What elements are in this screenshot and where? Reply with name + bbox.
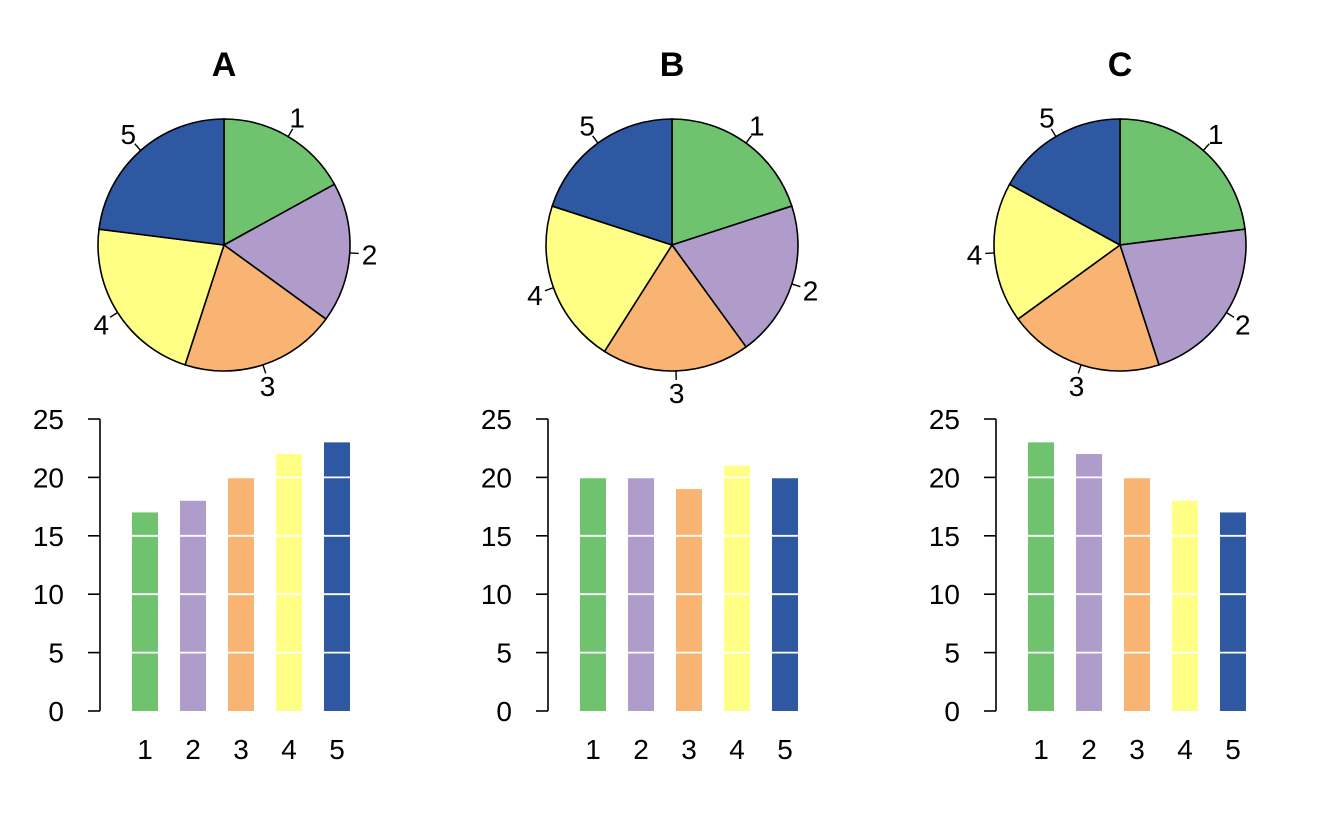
pie-slice-label: 4 (527, 280, 543, 311)
pie-slice-label: 4 (967, 239, 983, 270)
pie-label-tick (287, 128, 294, 137)
pie-slice-5 (98, 118, 225, 246)
y-tick-label: 25 (929, 404, 960, 435)
pie-slice-label: 1 (1208, 119, 1224, 150)
pie-title: A (212, 46, 237, 84)
y-tick-label: 15 (929, 521, 960, 552)
x-category-label: 5 (329, 734, 345, 765)
x-category-label: 1 (1033, 734, 1049, 765)
x-category-label: 1 (137, 734, 153, 765)
x-category-label: 3 (1129, 734, 1145, 765)
pie-chart-a: A 1 2 3 4 5 (93, 46, 377, 402)
pie-title: B (660, 46, 685, 84)
y-tick-label: 25 (481, 404, 512, 435)
bar-2 (1076, 454, 1102, 711)
y-tick-label: 5 (944, 638, 960, 669)
pie-slice-3 (603, 243, 748, 372)
x-category-label: 4 (1177, 734, 1193, 765)
x-category-label: 1 (585, 734, 601, 765)
x-category-label: 2 (1081, 734, 1097, 765)
bar-1 (1028, 442, 1054, 711)
pie-label-tick (745, 135, 752, 144)
y-tick-label: 5 (48, 638, 64, 669)
bar-5 (1220, 512, 1246, 711)
pie-label-tick (349, 252, 359, 255)
x-category-label: 4 (729, 734, 745, 765)
pie-slice-label: 3 (1069, 371, 1085, 402)
pie-label-tick (134, 143, 142, 151)
pie-slice-label: 5 (121, 119, 137, 150)
pie-label-tick (791, 283, 801, 288)
bar-4 (724, 465, 750, 711)
pie-slice-5 (1008, 118, 1121, 247)
bar-4 (276, 454, 302, 711)
pie-slice-label: 5 (1039, 103, 1055, 134)
pie-slice-label: 4 (93, 309, 109, 340)
bar-5 (324, 442, 350, 711)
pie-label-tick (1202, 143, 1210, 151)
pie-slice-label: 3 (669, 378, 685, 409)
bar-2 (180, 500, 206, 711)
y-tick-label: 0 (48, 696, 64, 727)
y-tick-label: 5 (496, 638, 512, 669)
y-tick-label: 0 (944, 696, 960, 727)
y-tick-label: 25 (33, 404, 64, 435)
y-tick-label: 20 (33, 462, 64, 493)
y-tick-label: 10 (929, 579, 960, 610)
pie-slice-2 (670, 205, 799, 349)
pie-label-tick (1050, 128, 1057, 137)
x-category-label: 5 (1225, 734, 1241, 765)
y-tick-label: 15 (33, 521, 64, 552)
y-tick-label: 15 (481, 521, 512, 552)
bar-4 (1172, 500, 1198, 711)
bar-3 (676, 489, 702, 711)
x-category-label: 5 (777, 734, 793, 765)
pie-slice-label: 2 (1235, 309, 1251, 340)
y-tick-label: 10 (481, 579, 512, 610)
pie-slice-label: 1 (749, 110, 765, 141)
x-category-label: 3 (233, 734, 249, 765)
y-tick-label: 10 (33, 579, 64, 610)
pie-slice-3 (1016, 243, 1160, 372)
pie-slice-label: 2 (803, 276, 819, 307)
bar-chart-2: 0 5 10 15 20 25 1 2 3 4 5 (481, 404, 804, 765)
pie-slice-1 (1119, 118, 1246, 246)
pie-label-tick (1226, 311, 1235, 318)
pie-label-tick (262, 364, 267, 374)
pie-label-tick (1077, 364, 1082, 374)
pie-slice-1 (223, 118, 336, 247)
pie-slice-label: 2 (362, 239, 378, 270)
pie-title: C (1108, 46, 1133, 84)
x-category-label: 3 (681, 734, 697, 765)
pie-label-tick (544, 287, 554, 292)
pie-slice-label: 1 (289, 103, 305, 134)
pie-label-tick (985, 252, 995, 255)
x-category-label: 2 (185, 734, 201, 765)
pie-slice-2 (1118, 228, 1247, 366)
y-tick-label: 20 (929, 462, 960, 493)
pie-slice-label: 5 (579, 110, 595, 141)
x-category-label: 2 (633, 734, 649, 765)
bar-1 (132, 512, 158, 711)
bar-chart-3: 0 5 10 15 20 25 1 2 3 4 5 (929, 404, 1252, 765)
pie-slice-3 (184, 243, 328, 372)
pie-label-tick (592, 135, 599, 144)
pie-chart-b: B 1 2 3 4 5 (527, 46, 818, 409)
pie-slice-5 (551, 118, 673, 247)
pie-chart-c: C 1 2 3 4 5 (967, 46, 1251, 402)
pie-slice-4 (97, 228, 226, 366)
y-tick-label: 0 (496, 696, 512, 727)
pie-slice-1 (671, 118, 793, 247)
pie-label-tick (109, 311, 118, 318)
pie-slice-label: 3 (260, 371, 276, 402)
bar-chart-1: 0 5 10 15 20 25 1 2 3 4 5 (33, 404, 356, 765)
y-tick-label: 20 (481, 462, 512, 493)
x-category-label: 4 (281, 734, 297, 765)
